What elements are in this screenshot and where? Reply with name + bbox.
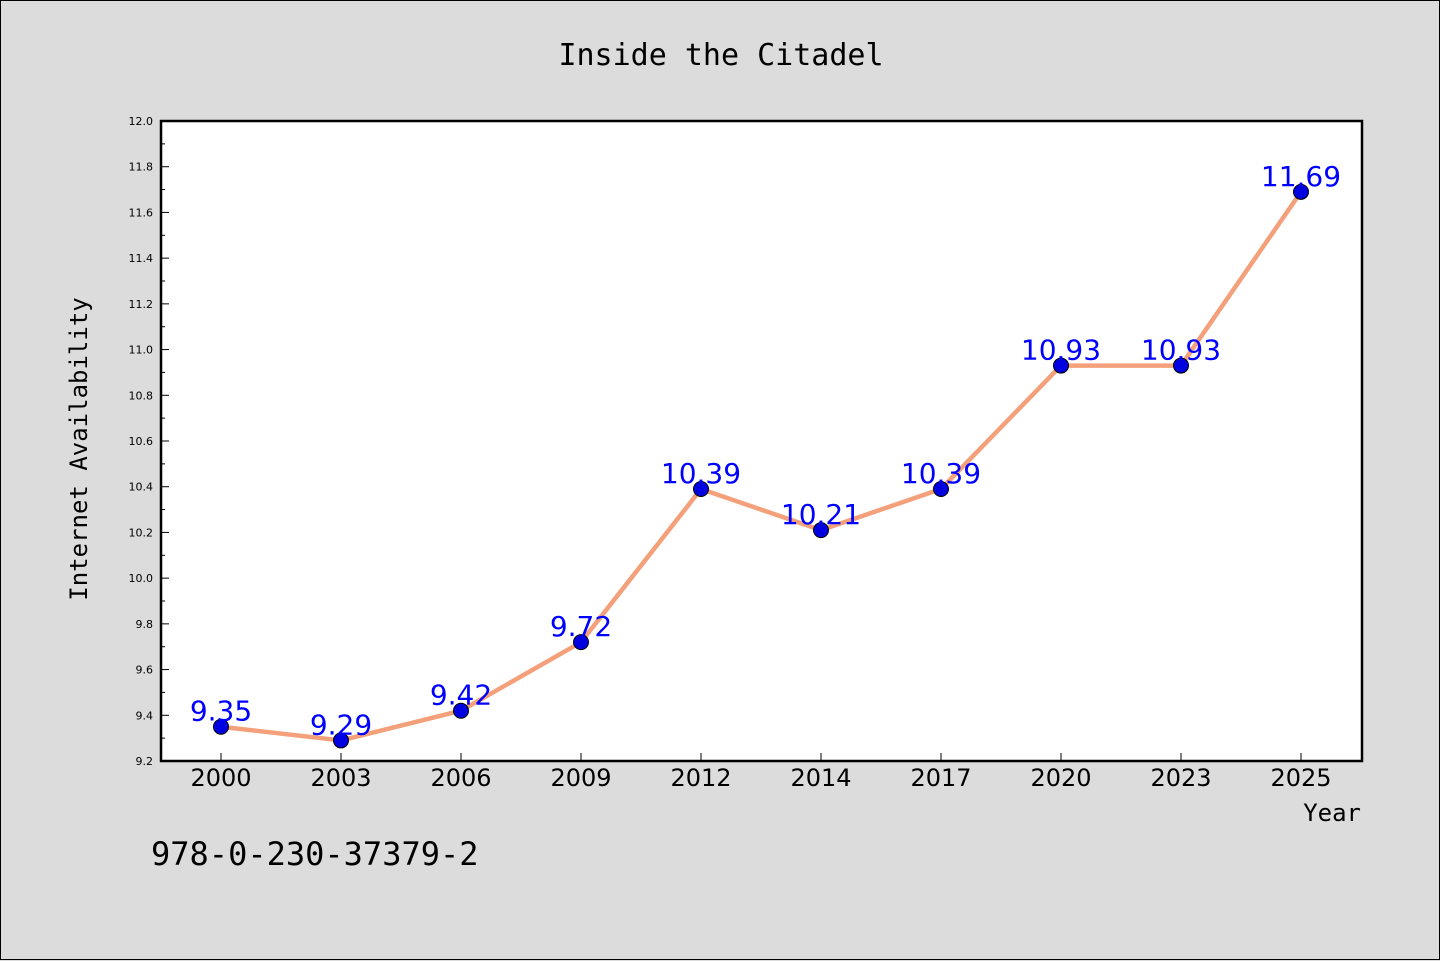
x-tick-label: 2023: [1150, 764, 1211, 792]
data-point: [573, 634, 589, 651]
y-tick-label: 10.0: [129, 572, 154, 585]
data-label: 9.42: [430, 679, 492, 712]
data-label: 10.93: [1021, 334, 1101, 367]
x-tick-label: 2014: [790, 764, 851, 792]
y-tick-label: 12.0: [129, 115, 154, 128]
data-point: [1293, 183, 1309, 200]
y-axis-label: Internet Availability: [65, 297, 93, 600]
y-tick-label: 10.6: [129, 435, 154, 448]
y-tick-label: 11.2: [129, 298, 154, 311]
y-tick-label: 11.0: [129, 344, 154, 357]
chart-title: Inside the Citadel: [558, 38, 883, 73]
data-label: 11.69: [1261, 160, 1341, 193]
isbn-text: 978-0-230-37379-2: [151, 835, 479, 873]
data-point: [933, 481, 949, 497]
data-point: [333, 732, 349, 749]
data-point: [213, 718, 229, 735]
data-label: 10.39: [901, 457, 981, 490]
y-tick-label: 11.4: [129, 252, 154, 265]
series-layer: 9.35 9.29 9.42 9.72 10.39 10.21 10.39 10.93 10.9…: [190, 160, 1341, 749]
x-tick-label: 2000: [190, 764, 251, 792]
y-tick-label: 9.6: [136, 664, 154, 677]
x-tick-label: 2025: [1270, 764, 1331, 792]
data-point: [1053, 357, 1069, 374]
y-axis: 9.2 9.4 9.6 9.8 10.0 10.2 10.4 10.6 10.8 11.0 11.2…: [129, 115, 169, 768]
data-label: 9.35: [190, 695, 252, 728]
x-tick-label: 2006: [430, 764, 491, 792]
data-label: 9.72: [550, 610, 612, 643]
y-tick-label: 9.2: [136, 755, 154, 768]
data-label: 10.39: [661, 457, 741, 490]
x-tick-label: 2020: [1030, 764, 1091, 792]
x-axis-label: Year: [1303, 799, 1361, 827]
y-tick-label: 11.8: [129, 161, 154, 174]
data-label: 10.21: [781, 498, 861, 531]
data-label: 9.29: [310, 708, 372, 741]
y-tick-label: 9.8: [136, 618, 154, 631]
data-point: [693, 481, 709, 497]
data-point: [813, 522, 829, 539]
data-point: [1173, 357, 1189, 374]
data-point: [453, 702, 469, 719]
y-tick-label: 11.6: [129, 206, 154, 219]
y-tick-label: 10.2: [129, 526, 154, 539]
x-tick-label: 2003: [310, 764, 371, 792]
data-label: 10.93: [1141, 334, 1221, 367]
x-axis: 2000 2003 2006 2009 2012 2014 2017 2020 2023 2025: [190, 753, 1332, 792]
plot-border: [159, 119, 1364, 763]
y-tick-label: 10.4: [129, 481, 154, 494]
x-tick-label: 2009: [550, 764, 611, 792]
plot-area: [161, 121, 1362, 761]
series-line: [218, 189, 1304, 743]
x-tick-label: 2017: [910, 764, 971, 792]
x-tick-label: 2012: [670, 764, 731, 792]
y-tick-label: 10.8: [129, 389, 154, 402]
y-tick-label: 9.4: [136, 709, 154, 722]
